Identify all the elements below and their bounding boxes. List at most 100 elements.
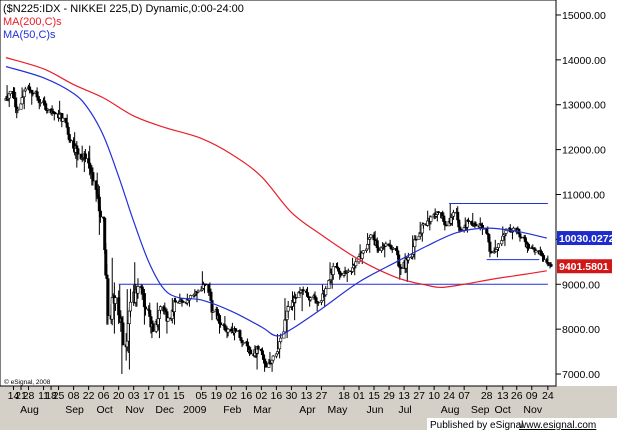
x-month-label: Nov	[523, 404, 542, 416]
esignal-link[interactable]: www.esignal.com	[518, 420, 596, 430]
x-tick-label: 27	[316, 390, 328, 402]
candle	[256, 344, 260, 355]
x-month-label: Sep	[65, 404, 84, 416]
candle	[143, 303, 147, 316]
candle	[151, 320, 155, 333]
candle	[68, 139, 72, 143]
candle-body	[91, 172, 95, 182]
candle	[301, 286, 305, 295]
last-value-box	[557, 259, 612, 274]
candle	[91, 167, 95, 186]
x-tick-label: 13	[301, 390, 313, 402]
candle-body	[489, 251, 493, 254]
x-month-label: Aug	[20, 404, 39, 416]
x-month-label: Jul	[398, 404, 411, 416]
x-tick-label: 05	[195, 390, 207, 402]
last-value-text: 9401.5801	[559, 261, 609, 273]
candle	[181, 301, 185, 304]
candle-body	[391, 248, 395, 250]
x-tick-label: 14	[8, 390, 20, 402]
y-tick-label: 13000.00	[562, 100, 606, 112]
candle-body	[234, 328, 238, 332]
candle-body	[279, 337, 283, 342]
candle	[226, 328, 230, 337]
candle	[391, 246, 395, 250]
candle-body	[444, 224, 448, 227]
x-month-label: Mar	[253, 404, 272, 416]
candle	[8, 90, 12, 97]
candle-body	[174, 300, 178, 303]
candle-body	[31, 92, 35, 95]
candle-body	[136, 286, 140, 294]
candle-body	[166, 317, 170, 322]
candle	[166, 314, 170, 322]
candle-body	[271, 355, 275, 361]
candle-body	[496, 243, 500, 248]
candle	[46, 108, 50, 114]
x-month-label: 2009	[183, 404, 207, 416]
candle	[542, 253, 546, 262]
plot-area[interactable]	[0, 0, 557, 387]
candle	[211, 305, 215, 313]
x-tick-label: 29	[383, 390, 395, 402]
candle-body	[294, 297, 298, 299]
candle	[23, 86, 27, 92]
footer-strip	[427, 418, 617, 430]
candle-body	[38, 102, 42, 104]
x-tick-label: 20	[113, 390, 125, 402]
x-month-label: Sep	[471, 404, 490, 416]
x-tick-label: 21	[15, 390, 27, 402]
candle	[159, 305, 163, 314]
candle-body	[241, 342, 245, 344]
x-month-label: Oct	[96, 404, 112, 416]
x-tick-label: 30	[286, 390, 298, 402]
x-tick-label: 16	[241, 390, 253, 402]
candle	[121, 315, 125, 346]
candle-body	[151, 323, 155, 332]
candle-body	[181, 301, 185, 303]
candle-body	[189, 295, 193, 299]
x-tick-label: 26	[511, 390, 523, 402]
candle	[249, 346, 253, 355]
candle-body	[324, 288, 328, 296]
y-tick-label: 8000.00	[562, 324, 600, 336]
candle-body	[66, 126, 70, 135]
x-tick-label: 24	[443, 390, 455, 402]
x-tick-label: 15	[368, 390, 380, 402]
candle-body	[283, 319, 287, 333]
price-axis: 7000.008000.009000.0010000.0011000.00120…	[556, 10, 606, 381]
x-month-label: Feb	[223, 404, 241, 416]
candle	[53, 112, 57, 115]
x-month-label: May	[328, 404, 349, 416]
x-tick-label: 09	[526, 390, 538, 402]
candle	[16, 106, 20, 114]
candle-body	[369, 234, 373, 239]
x-tick-label: 25	[53, 390, 65, 402]
candle	[106, 274, 110, 325]
candle	[316, 301, 320, 307]
candle-body	[98, 210, 102, 218]
candle-body	[421, 223, 425, 226]
candle-body	[309, 297, 313, 301]
candle	[271, 354, 275, 363]
candle-body	[456, 211, 460, 221]
candle-body	[249, 349, 253, 355]
support-resistance-lines	[118, 202, 548, 285]
price-axis-area	[556, 0, 617, 386]
candle	[339, 271, 343, 278]
x-tick-label: 02	[225, 390, 237, 402]
candle-body	[301, 289, 305, 292]
x-tick-label: 22	[83, 390, 95, 402]
x-tick-label: 18	[338, 390, 350, 402]
x-tick-label: 28	[23, 390, 35, 402]
x-tick-label: 19	[210, 390, 222, 402]
x-month-label: Jun	[367, 404, 384, 416]
candle	[324, 285, 328, 297]
candle-body	[459, 228, 463, 231]
candle	[38, 99, 42, 107]
y-tick-label: 12000.00	[562, 145, 606, 157]
candle-body	[196, 290, 200, 293]
candle	[414, 235, 418, 241]
candle	[459, 228, 463, 231]
candle	[436, 211, 440, 215]
